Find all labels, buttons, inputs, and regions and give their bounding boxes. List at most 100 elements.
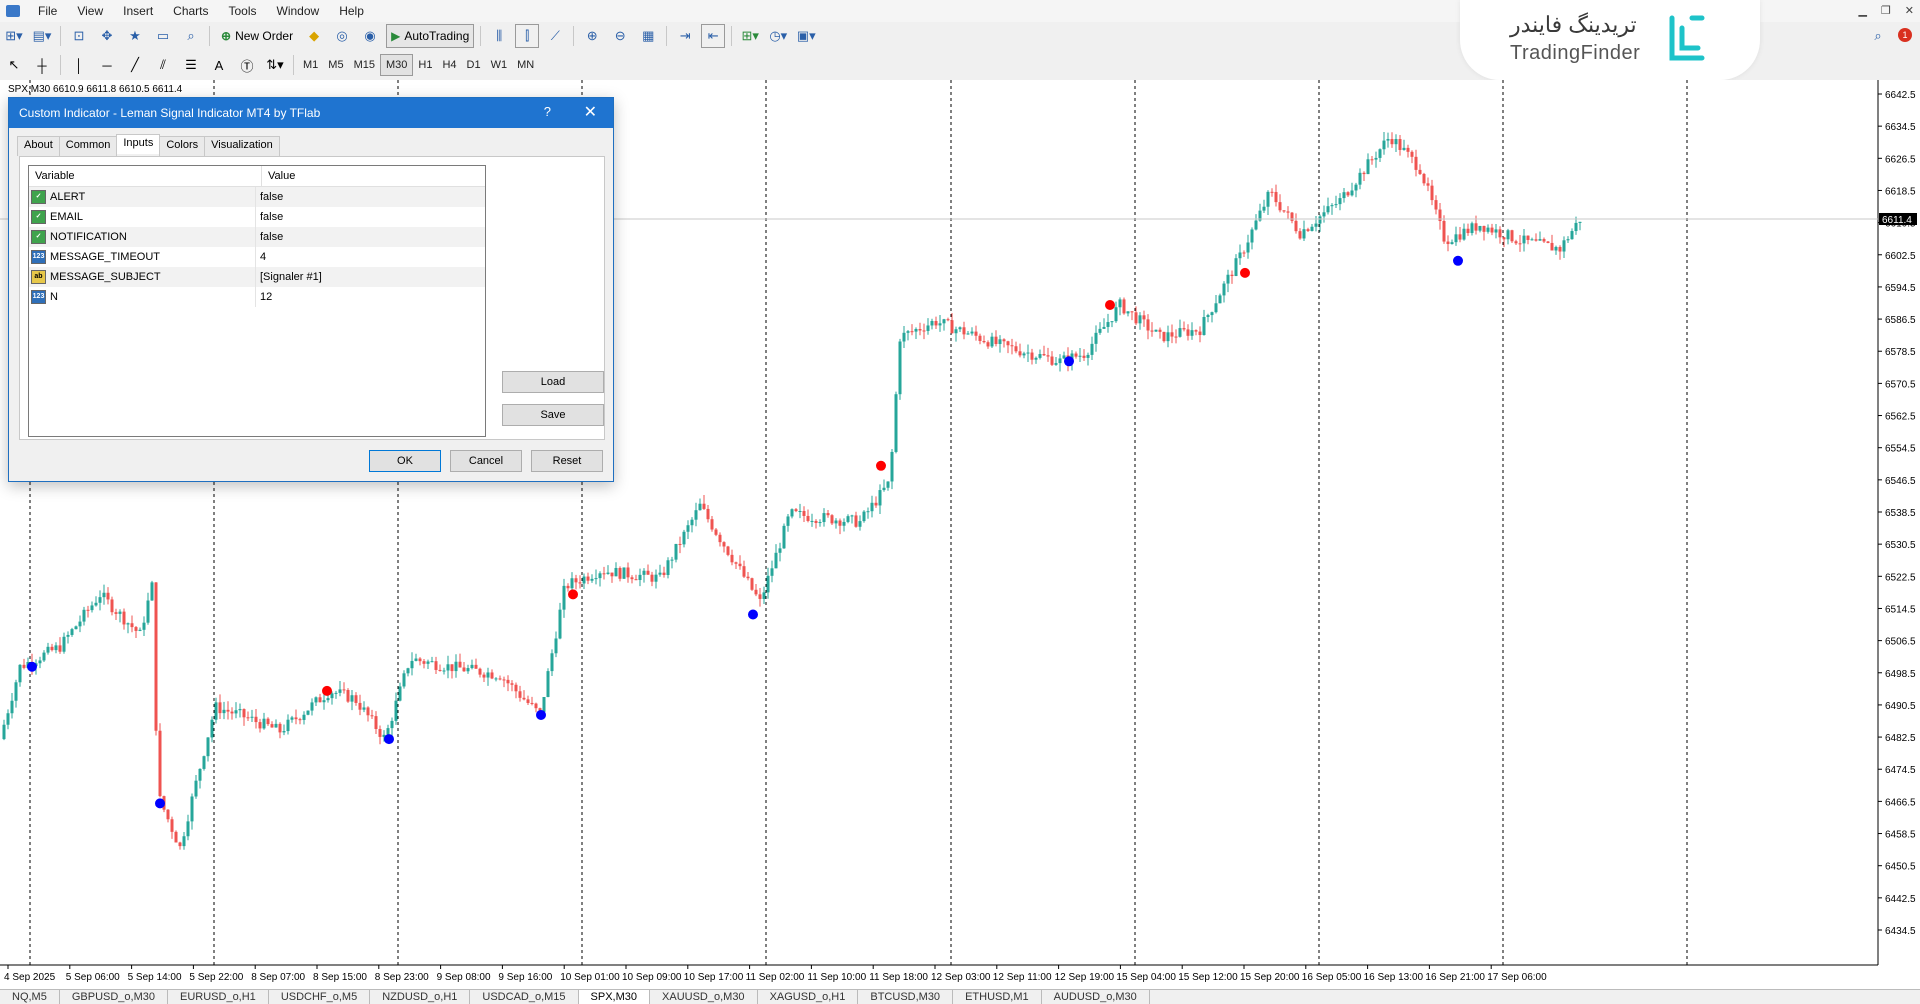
fibonacci-icon[interactable]: ☰ [185,57,197,72]
profiles-icon[interactable]: ▤▾ [32,28,52,43]
timeframe-m15[interactable]: M15 [353,59,375,71]
line-chart-icon[interactable]: ⟋ [550,28,560,43]
timeframe-m30[interactable]: M30 [379,54,414,76]
tab-colors[interactable]: Colors [159,136,206,156]
bar-chart-icon[interactable]: ⫼ [496,28,503,43]
chart-tab[interactable]: AUDUSD_o,M30 [1042,990,1150,1004]
zoom-in-icon[interactable]: ⊕ [586,28,598,43]
timeframe-d1[interactable]: D1 [466,59,481,71]
value-cell[interactable]: false [260,191,284,203]
periods-icon[interactable]: ◷▾ [769,28,788,43]
timeframe-w1[interactable]: W1 [490,59,508,71]
sell-signal-dot [876,460,886,471]
cursor-icon[interactable]: ↖ [8,57,20,72]
chart-tab-active[interactable]: SPX,M30 [578,990,651,1004]
signals-icon[interactable]: ◎ [336,28,348,43]
chart-tab[interactable]: XAUUSD_o,M30 [650,990,758,1004]
table-row[interactable]: ✓ EMAIL false [29,207,485,227]
value-cell[interactable]: 12 [260,291,273,303]
candle-body [78,621,82,627]
value-cell[interactable]: false [260,211,284,223]
table-row[interactable]: ✓ NOTIFICATION false [29,227,485,247]
timeframe-h1[interactable]: H1 [418,59,433,71]
candle-body [786,516,790,526]
channel-icon[interactable]: ⫽ [160,57,166,72]
tab-visualization[interactable]: Visualization [204,136,280,156]
load-button[interactable]: Load [502,371,604,393]
reset-button[interactable]: Reset [531,450,603,472]
timeframe-h4[interactable]: H4 [442,59,457,71]
timeframe-m5[interactable]: M5 [328,59,344,71]
cancel-button[interactable]: Cancel [450,450,522,472]
menu-tools[interactable]: Tools [228,4,257,18]
table-row[interactable]: ✓ ALERT false [29,187,485,207]
chart-tab[interactable]: GBPUSD_o,M30 [60,990,168,1004]
value-cell[interactable]: false [260,231,284,243]
menu-help[interactable]: Help [339,4,364,18]
chart-tab[interactable]: ETHUSD,M1 [953,990,1042,1004]
chart-tab[interactable]: NZDUSD_o,H1 [370,990,471,1004]
close-icon[interactable]: ✕ [583,104,597,121]
chart-tab[interactable]: USDCAD_o,M15 [470,990,579,1004]
text-icon[interactable]: A [214,57,224,73]
price-chart[interactable]: 6642.56634.56626.56618.56610.56602.56594… [0,80,1920,990]
timeframe-m1[interactable]: M1 [303,59,319,71]
dialog-title-bar[interactable]: Custom Indicator - Leman Signal Indicato… [9,98,613,128]
timeframe-mn[interactable]: MN [517,59,535,71]
arrows-icon[interactable]: ⇅▾ [266,57,284,72]
chart-tab[interactable]: NQ,M5 [0,990,60,1004]
market-icon[interactable]: ◉ [364,28,376,43]
ok-button[interactable]: OK [369,450,441,472]
chart-tab[interactable]: XAGUSD_o,H1 [758,990,859,1004]
zoom-out-icon[interactable]: ⊖ [614,28,626,43]
horizontal-line-icon[interactable]: ─ [102,57,112,73]
close-window-icon[interactable]: ✕ [1904,5,1914,17]
menu-view[interactable]: View [77,4,104,18]
candlestick-icon[interactable]: ⫿ [515,24,540,48]
table-row[interactable]: 123 MESSAGE_TIMEOUT 4 [29,247,485,267]
time-label: 11 Sep 10:00 [807,972,866,983]
minimize-icon[interactable]: ▁ [1858,5,1867,17]
candle-body [870,502,874,512]
save-button[interactable]: Save [502,404,604,426]
menu-charts[interactable]: Charts [173,4,209,18]
trendline-icon[interactable]: ╱ [131,57,139,72]
market-watch-icon[interactable]: ⊡ [73,28,85,43]
terminal-icon[interactable]: ▭ [156,28,170,43]
navigator-icon[interactable]: ★ [129,28,141,43]
menu-window[interactable]: Window [276,4,320,18]
table-row[interactable]: 123 N 12 [29,287,485,307]
candle-body [562,585,566,610]
tab-inputs[interactable]: Inputs [116,134,161,154]
tab-about[interactable]: About [17,136,60,156]
tile-windows-icon[interactable]: ▦ [642,28,655,43]
strategy-tester-icon[interactable]: ⌕ [187,28,195,43]
candle-body [334,692,338,694]
menu-insert[interactable]: Insert [123,4,154,18]
templates-icon[interactable]: ▣▾ [796,28,816,43]
menu-file[interactable]: File [38,4,58,18]
new-order-button[interactable]: ⊕ New Order [216,24,298,48]
chart-shift-icon[interactable]: ⇤ [701,24,726,48]
vertical-line-icon[interactable]: │ [74,57,84,73]
new-chart-icon[interactable]: ⊞▾ [5,28,23,43]
data-window-icon[interactable]: ✥ [101,28,113,43]
restore-icon[interactable]: ❐ [1880,5,1891,17]
value-cell[interactable]: 4 [260,251,267,263]
chart-tab[interactable]: BTCUSD,M30 [858,990,954,1004]
table-row[interactable]: ab MESSAGE_SUBJECT [Signaler #1] [29,267,485,287]
search-icon[interactable]: ⌕ [1874,28,1882,43]
tab-common[interactable]: Common [58,136,118,156]
auto-scroll-icon[interactable]: ⇥ [679,28,691,43]
indicators-icon[interactable]: ⊞▾ [741,28,759,43]
text-label-icon[interactable]: Ⓣ [240,58,254,74]
auto-trading-button[interactable]: ▶ AutoTrading [386,24,475,48]
meta-editor-icon[interactable]: ◆ [309,28,320,43]
time-label: 10 Sep 09:00 [622,972,682,983]
crosshair-icon[interactable]: ┼ [37,57,47,73]
chart-tab[interactable]: USDCHF_o,M5 [269,990,371,1004]
help-icon[interactable]: ? [543,104,551,119]
notification-badge[interactable]: 1 [1898,28,1912,42]
chart-tab[interactable]: EURUSD_o,H1 [168,990,269,1004]
value-cell[interactable]: [Signaler #1] [260,271,322,283]
